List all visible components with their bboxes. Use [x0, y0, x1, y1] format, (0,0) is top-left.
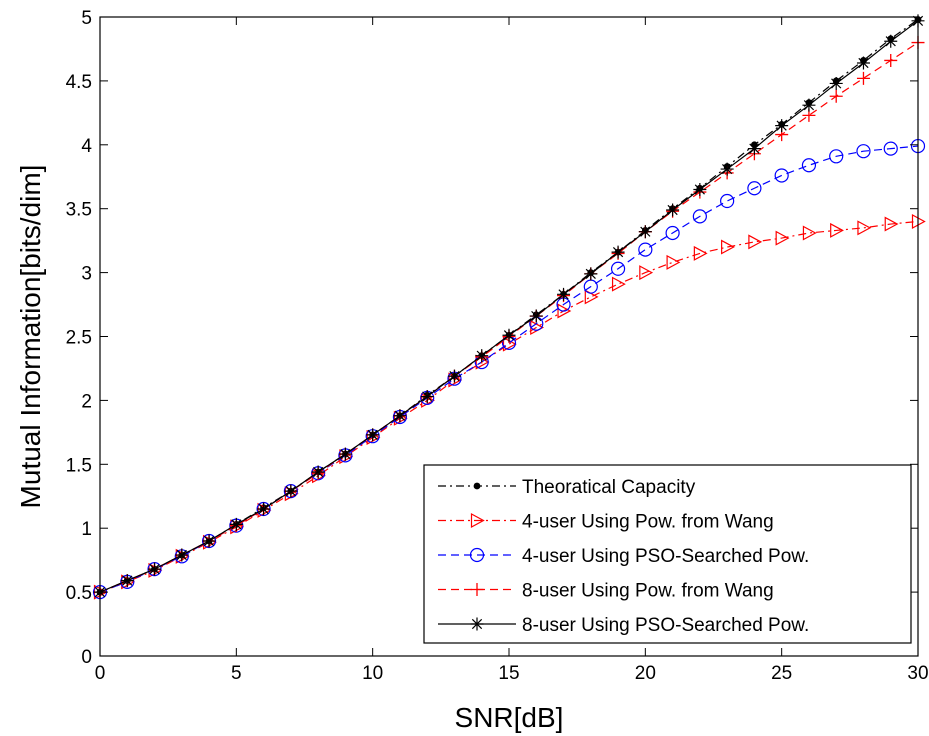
legend-label: 8-user Using PSO-Searched Pow.: [522, 615, 809, 636]
data-point: [720, 162, 734, 176]
data-point: [470, 512, 485, 529]
data-point: [829, 76, 843, 90]
data-point: [748, 234, 763, 250]
data-point: [502, 328, 516, 342]
y-tick-label: 2: [81, 391, 92, 412]
data-point: [470, 583, 484, 596]
x-tick-label: 5: [231, 663, 242, 684]
data-point: [693, 245, 708, 261]
data-point: [584, 267, 598, 281]
data-point: [775, 230, 790, 246]
data-point: [469, 547, 485, 563]
legend: Theoratical Capacity 4-user Using Pow. fr…: [423, 464, 912, 644]
data-point: [475, 349, 489, 363]
y-tick-label: 0.5: [66, 583, 92, 604]
data-point: [856, 144, 871, 159]
data-point: [311, 465, 325, 479]
y-tick-label: 4.5: [66, 72, 92, 93]
data-point: [611, 245, 625, 259]
data-point: [557, 287, 571, 301]
plot-series: [92, 14, 926, 600]
data-point: [775, 119, 789, 133]
data-point: [338, 447, 352, 461]
data-point: [747, 181, 762, 196]
y-axis-label: Mutual Information[bits/dim]: [15, 165, 46, 509]
legend-entry-2: 4-user Using Pow. from Wang: [438, 512, 774, 533]
data-point: [120, 574, 134, 588]
legend-label: 4-user Using Pow. from Wang: [522, 512, 774, 533]
data-point: [202, 534, 216, 548]
data-point: [801, 158, 817, 173]
data-point: [447, 369, 461, 383]
data-point: [470, 617, 484, 631]
data-point: [529, 309, 543, 323]
data-point: [857, 220, 872, 236]
data-point: [611, 276, 626, 292]
legend-entry-1: Theoratical Capacity: [438, 477, 696, 498]
data-point: [856, 71, 870, 85]
data-point: [639, 265, 654, 281]
data-point: [884, 34, 898, 48]
y-tick-label: 4: [81, 136, 92, 157]
data-point: [638, 225, 652, 239]
x-tick-label: 25: [771, 663, 792, 684]
y-tick-label: 2.5: [66, 328, 92, 349]
data-point: [720, 193, 735, 209]
y-tick-label: 1.5: [66, 455, 92, 476]
data-point: [257, 502, 271, 516]
legend-box: [423, 464, 912, 644]
data-point: [774, 168, 789, 183]
data-point: [829, 149, 844, 164]
data-point: [229, 517, 243, 531]
data-point: [884, 53, 898, 67]
axis-ticks: [99, 16, 919, 657]
data-point: [473, 482, 481, 490]
x-axis-label: SNR[dB]: [455, 702, 564, 733]
data-point: [420, 390, 434, 404]
legend-entry-3: 4-user Using PSO-Searched Pow.: [438, 546, 809, 567]
data-point: [557, 303, 572, 319]
data-point: [884, 216, 899, 232]
x-tick-label: 15: [498, 663, 519, 684]
data-point: [883, 141, 898, 156]
data-point: [830, 222, 844, 238]
data-point: [721, 239, 735, 255]
legend-entry-5: 8-user Using PSO-Searched Pow.: [438, 615, 809, 636]
data-point: [829, 89, 843, 103]
data-point: [692, 209, 707, 224]
y-tick-label: 1: [81, 519, 92, 540]
x-tick-label: 10: [362, 663, 383, 684]
data-point: [610, 261, 626, 276]
y-tick-label: 5: [81, 8, 92, 29]
series-line: [99, 145, 919, 593]
data-point: [747, 142, 761, 156]
legend-entry-4: 8-user Using Pow. from Wang: [438, 581, 774, 602]
data-point: [666, 254, 681, 270]
legend-label: 8-user Using Pow. from Wang: [522, 581, 774, 602]
x-tick-label: 30: [907, 663, 928, 684]
data-point: [393, 409, 407, 423]
legend-label: Theoratical Capacity: [522, 477, 696, 498]
data-point: [665, 225, 680, 241]
data-point: [802, 225, 817, 241]
x-tick-label: 0: [95, 663, 106, 684]
y-tick-label: 3.5: [66, 200, 92, 221]
x-tick-label: 20: [635, 663, 656, 684]
data-point: [284, 484, 298, 498]
data-point: [802, 98, 816, 112]
data-point: [638, 242, 653, 257]
y-tick-label: 3: [81, 264, 92, 285]
legend-label: 4-user Using PSO-Searched Pow.: [522, 546, 809, 567]
data-point: [148, 562, 162, 576]
data-point: [366, 428, 380, 442]
data-point: [693, 183, 707, 197]
tick-labels: 0 5 10 15 20 25 30 0 0.5 1 1.5 2 2.5 3 3.5 4 4.5 5: [66, 8, 929, 684]
series-5: [93, 14, 925, 599]
data-point: [856, 56, 870, 70]
data-point: [666, 203, 680, 217]
data-point: [175, 548, 189, 562]
y-tick-label: 0: [81, 647, 92, 668]
